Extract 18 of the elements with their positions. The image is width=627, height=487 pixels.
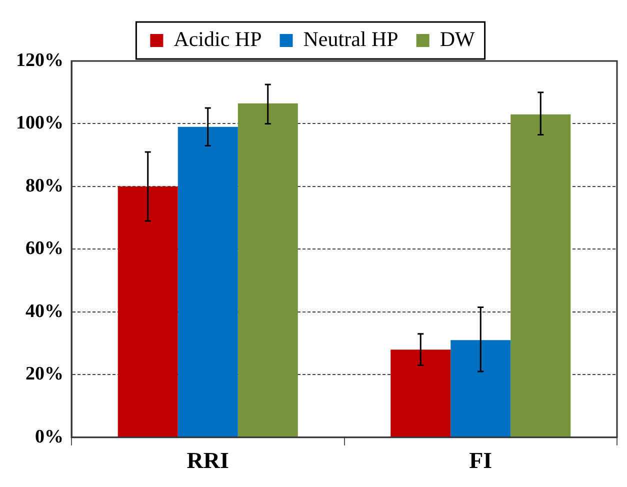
bar — [390, 350, 451, 437]
bar — [238, 103, 298, 437]
legend-label: Acidic HP — [174, 27, 262, 52]
legend-label: Neutral HP — [303, 27, 398, 52]
x-tick-label: RRI — [186, 448, 230, 474]
y-tick-label: 100% — [16, 112, 64, 134]
y-tick-label: 20% — [26, 364, 64, 385]
bar — [510, 114, 571, 437]
y-tick-label: 120% — [16, 50, 64, 71]
bar — [178, 126, 238, 437]
y-tick-label: 80% — [26, 175, 64, 196]
bar — [118, 186, 178, 437]
y-tick-label: 60% — [26, 238, 64, 260]
bar — [450, 340, 511, 437]
y-tick-label: 0% — [35, 426, 64, 448]
x-tick-label: FI — [469, 448, 492, 474]
legend-label: DW — [440, 27, 475, 52]
y-tick-label: 40% — [26, 300, 64, 322]
